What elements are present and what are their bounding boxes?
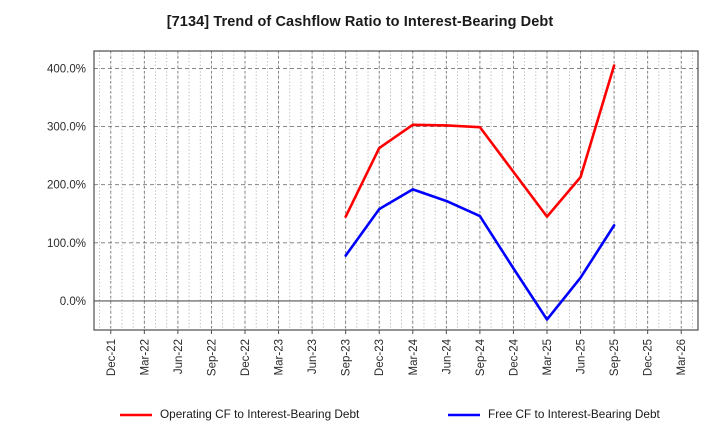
chart-legend: Operating CF to Interest-Bearing Debt Fre…: [120, 407, 661, 421]
x-axis-tick-labels: Dec-21 Mar-22 Jun-22 Sep-22 Dec-22 Mar-23 Jun-…: [106, 338, 688, 376]
y-axis-tick-label: 400.0%: [47, 63, 86, 75]
y-axis-tick-label: 300.0%: [47, 122, 86, 134]
y-axis-tick-label: 0.0%: [60, 296, 86, 308]
gridlines-major: [94, 51, 698, 330]
series-line-operating-cf: [344, 64, 616, 218]
x-axis-tick-label: Mar-24: [408, 338, 420, 375]
y-axis-tick-labels: 0.0% 100.0% 200.0% 300.0% 400.0%: [47, 63, 86, 308]
x-axis-tick-label: Sep-25: [609, 339, 621, 376]
x-axis-tick-label: Sep-24: [475, 338, 487, 376]
x-axis-tick-label: Mar-23: [274, 339, 286, 375]
x-axis-tick-label: Dec-24: [508, 338, 520, 376]
x-axis-tick-label: Jun-22: [173, 339, 185, 374]
x-axis-tick-label: Jun-24: [441, 338, 453, 374]
series-line-free-cf: [344, 188, 616, 321]
x-axis-tick-label: Jun-23: [307, 339, 319, 374]
x-axis-tick-label: Sep-23: [341, 339, 353, 376]
gridlines-minor: [99, 51, 693, 330]
plot-frame: [93, 50, 699, 331]
x-axis-tick-label: Dec-22: [240, 339, 252, 376]
x-axis-tick-label: Dec-21: [106, 339, 118, 376]
x-axis-tick-marks: [110, 330, 682, 334]
legend-label: Operating CF to Interest-Bearing Debt: [160, 407, 360, 421]
y-axis-tick-label: 200.0%: [47, 180, 86, 192]
x-axis-tick-label: Jun-25: [576, 339, 588, 374]
chart-title: [7134] Trend of Cashflow Ratio to Intere…: [166, 14, 554, 30]
x-axis-tick-label: Mar-22: [139, 339, 151, 375]
x-axis-tick-label: Dec-23: [374, 339, 386, 376]
x-axis-tick-label: Sep-22: [206, 339, 218, 376]
legend-label: Free CF to Interest-Bearing Debt: [488, 407, 661, 421]
x-axis-tick-label: Mar-25: [542, 339, 554, 375]
x-axis-tick-label: Mar-26: [676, 339, 688, 375]
y-axis-tick-label: 100.0%: [47, 238, 86, 250]
x-axis-tick-label: Dec-25: [643, 339, 655, 376]
data-series-lines: [344, 64, 616, 321]
